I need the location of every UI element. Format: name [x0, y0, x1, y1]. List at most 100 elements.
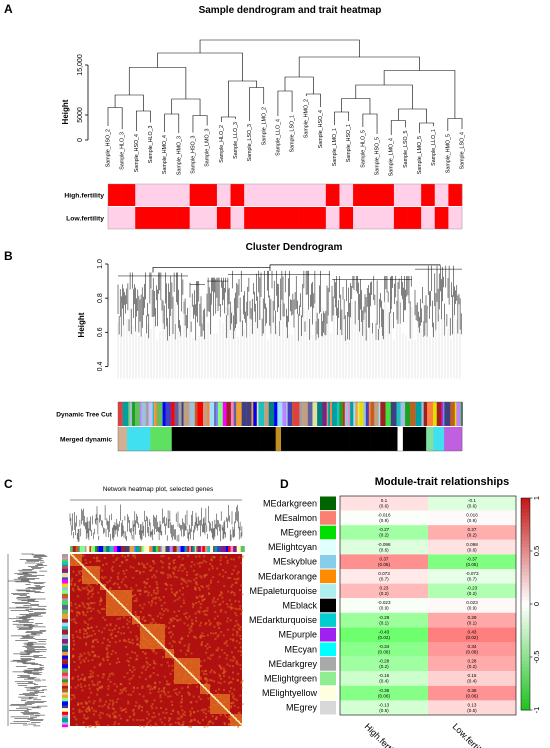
c-heat-speckle	[99, 716, 102, 719]
c-heat-speckle	[197, 587, 200, 589]
panel-d-color-legend: 10.50-0.5-1	[520, 496, 541, 714]
c-top-strip-cell	[129, 546, 134, 552]
c-left-strip-cell	[62, 660, 68, 665]
c-heat-speckle	[101, 641, 104, 644]
c-heat-speckle	[175, 687, 178, 690]
c-heat-speckle	[181, 579, 184, 582]
d-cor-pvalue: (0.5)	[379, 708, 389, 713]
c-heat-speckle	[169, 574, 172, 577]
b-dynamic-cell	[282, 402, 285, 426]
c-heat-speckle	[99, 700, 102, 703]
c-heat-speckle	[93, 655, 96, 658]
c-heat-speckle	[187, 645, 190, 648]
c-heat-speckle	[147, 713, 150, 716]
c-heat-speckle	[93, 638, 96, 641]
c-heat-speckle	[86, 589, 89, 591]
c-heat-speckle	[222, 569, 224, 572]
c-heat-speckle	[188, 628, 191, 631]
d-legend-step	[521, 632, 530, 637]
c-heat-speckle	[115, 661, 118, 664]
c-heat-speckle	[220, 608, 223, 611]
c-heat-speckle	[177, 569, 180, 572]
a-trait-cell	[393, 207, 408, 229]
d-legend-label: -1	[532, 707, 541, 714]
c-heat-speckle	[75, 718, 78, 721]
c-heat-speckle	[155, 581, 158, 584]
c-heat-speckle	[143, 603, 146, 606]
c-heat-speckle	[223, 652, 226, 655]
d-cor-value: -0.016	[377, 513, 390, 518]
d-legend-step	[521, 536, 530, 541]
c-heat-speckle	[210, 679, 213, 682]
c-heat-speckle	[83, 632, 86, 635]
c-heat-speckle	[224, 641, 227, 644]
c-heat-speckle	[162, 555, 165, 558]
c-top-strip-cell	[194, 546, 197, 552]
c-heat-speckle	[110, 653, 113, 656]
c-heat-speckle	[199, 698, 202, 701]
c-heat-speckle	[85, 718, 88, 721]
a-sample-label: Sample_HSO_4	[134, 134, 140, 172]
c-heat-speckle	[83, 636, 86, 639]
c-heat-speckle	[77, 702, 80, 705]
c-left-strip-cell	[62, 579, 68, 584]
c-left-strip-cell	[62, 639, 68, 644]
c-heat-speckle	[131, 589, 134, 592]
c-heat-speckle	[76, 703, 79, 706]
c-top-strip-cell	[190, 546, 193, 552]
b-merged-cell	[281, 427, 300, 451]
c-heat-speckle	[109, 634, 112, 637]
c-heat-speckle	[129, 565, 132, 568]
d-cor-cell	[340, 685, 428, 701]
c-heat-speckle	[171, 669, 174, 672]
c-heat-speckle	[127, 700, 130, 703]
c-left-strip-cell	[62, 692, 68, 695]
c-heat-speckle	[103, 703, 106, 706]
b-dynamic-cell	[328, 402, 331, 426]
c-heat-speckle	[217, 580, 220, 583]
c-heat-speckle	[92, 683, 94, 686]
c-heat-speckle	[133, 554, 136, 557]
c-heat-speckle	[176, 598, 179, 601]
c-heat-speckle	[233, 591, 236, 594]
c-heat-speckle	[83, 652, 86, 655]
c-heat-speckle	[174, 594, 177, 597]
c-heat-speckle	[182, 564, 185, 567]
c-heat-speckle	[152, 591, 155, 594]
c-heat-speckle	[194, 586, 197, 589]
c-heat-speckle	[81, 554, 84, 557]
c-heat-speckle	[231, 572, 233, 575]
panel-d-rows: MEdarkgreen 0.1(0.6)-0.1(0.6)MEsalmon -0.0…	[249, 495, 517, 716]
c-heat-diagonal	[70, 553, 244, 727]
d-cor-cell	[340, 598, 428, 613]
c-heat-speckle	[214, 611, 217, 613]
b-dynamic-cell	[312, 402, 318, 426]
c-left-strip-cell	[62, 655, 68, 660]
d-legend-step	[521, 688, 530, 693]
d-cor-pvalue: (0.02)	[378, 635, 390, 640]
c-heat-speckle	[72, 654, 75, 657]
c-heat-speckle	[114, 711, 117, 714]
a-link	[107, 107, 123, 129]
c-heat-speckle	[136, 687, 139, 689]
c-heat-speckle	[219, 593, 222, 596]
c-heat-speckle	[139, 610, 142, 613]
b-dynamic-cell	[456, 402, 461, 426]
c-heat-speckle	[191, 606, 194, 609]
c-heat-speckle	[220, 667, 223, 670]
c-heat-speckle	[115, 716, 118, 719]
c-heat-speckle	[223, 670, 225, 672]
d-module-swatch	[320, 642, 336, 657]
c-heat-speckle	[75, 723, 78, 726]
c-heat-speckle	[146, 562, 149, 565]
a-sample-label: Sample_LLO_4	[275, 119, 281, 156]
c-heat-speckle	[96, 683, 99, 686]
c-heat-speckle	[149, 685, 152, 688]
c-heat-speckle	[205, 613, 208, 616]
c-heat-speckle	[193, 635, 196, 638]
c-heat-speckle	[155, 652, 158, 655]
c-heat-speckle	[133, 712, 136, 715]
c-heat-speckle	[153, 574, 156, 577]
c-heat-speckle	[154, 602, 157, 605]
c-heat-speckle	[136, 589, 139, 592]
